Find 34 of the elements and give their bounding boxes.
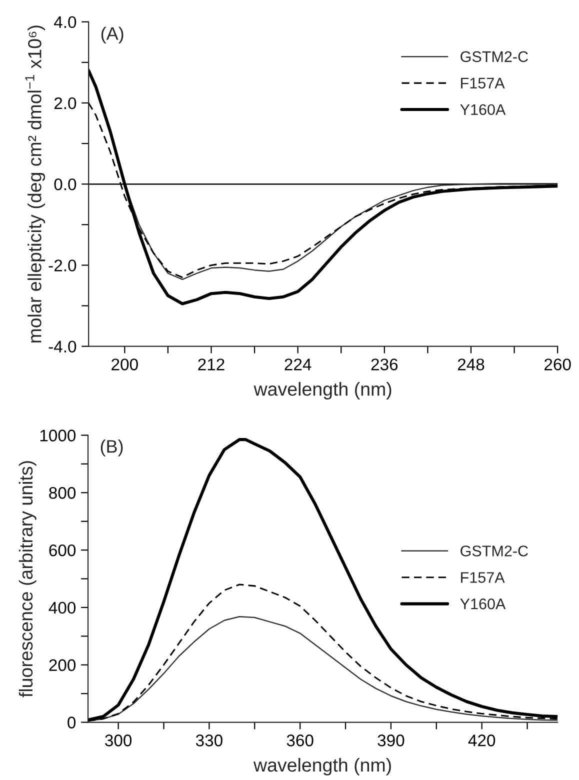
legend-label: F157A bbox=[461, 572, 505, 583]
y-tick-label: 200 bbox=[49, 659, 76, 672]
y-tick-label: 4.0 bbox=[54, 16, 76, 28]
x-axis-title: wavelength (nm) bbox=[253, 758, 391, 776]
legend-label: Y160A bbox=[460, 104, 506, 116]
x-tick-label: 420 bbox=[468, 734, 496, 746]
x-tick-label: 212 bbox=[198, 358, 224, 370]
x-tick-label: 236 bbox=[371, 358, 398, 370]
x-tick-label: 360 bbox=[286, 734, 314, 746]
y-tick-label: 0 bbox=[68, 716, 76, 728]
y-tick-label: 800 bbox=[49, 487, 76, 499]
x-tick-label: 224 bbox=[284, 358, 312, 370]
y-tick-label: 1000 bbox=[40, 430, 76, 442]
y-tick-label: -2.0 bbox=[48, 260, 76, 272]
legend-label: GSTM2-C bbox=[460, 546, 528, 556]
legend-label: GSTM2-C bbox=[460, 51, 528, 62]
x-tick-label: 300 bbox=[105, 734, 132, 746]
y-axis-title: molar ellepticity (deg cm² dmol$^{−1}$ x10⁶) bbox=[25, 26, 46, 342]
y-axis-title: fluorescence (arbitrary units) bbox=[18, 461, 36, 698]
x-axis-title: wavelength (nm) bbox=[254, 382, 392, 400]
x-tick-label: 260 bbox=[544, 358, 571, 370]
annotation: (A) bbox=[101, 26, 124, 44]
x-tick-label: 390 bbox=[378, 734, 404, 746]
x-tick-label: 330 bbox=[196, 734, 222, 746]
y-tick-label: -4.0 bbox=[48, 340, 76, 353]
y-tick-label: 600 bbox=[49, 544, 76, 556]
y-tick-label: 2.0 bbox=[54, 97, 76, 110]
y-tick-label: 0.0 bbox=[54, 178, 76, 190]
legend-label: F157A bbox=[461, 78, 505, 89]
annotation: (B) bbox=[100, 440, 123, 456]
y-tick-label: 400 bbox=[48, 602, 76, 614]
legend-label: Y160A bbox=[460, 598, 506, 610]
x-tick-label: 248 bbox=[458, 358, 484, 370]
x-tick-label: 200 bbox=[112, 358, 138, 370]
